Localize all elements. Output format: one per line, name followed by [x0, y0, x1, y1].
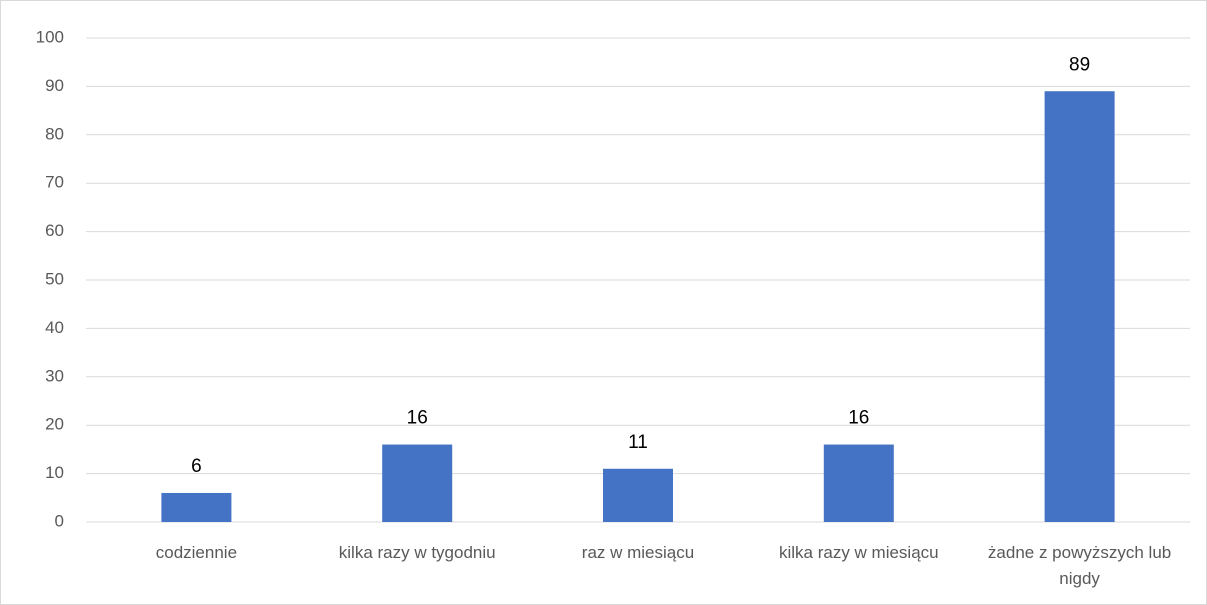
- data-label: 16: [407, 408, 428, 429]
- y-tick-label: 80: [45, 124, 64, 143]
- y-tick-label: 90: [45, 76, 64, 95]
- y-tick-label: 0: [55, 511, 64, 530]
- y-tick-label: 30: [45, 366, 64, 385]
- data-label: 89: [1069, 54, 1090, 75]
- x-tick-label: codziennie: [155, 543, 238, 562]
- data-label: 16: [848, 408, 869, 429]
- bar: [382, 444, 453, 522]
- y-tick-label: 70: [45, 173, 64, 192]
- y-tick-label: 50: [45, 269, 64, 288]
- data-label: 11: [628, 432, 648, 453]
- y-tick-label: 10: [45, 463, 64, 482]
- y-tick-label: 20: [45, 415, 64, 434]
- x-tick-label: żadne z powyższych lub nigdy: [987, 543, 1172, 588]
- data-label: 6: [191, 456, 202, 477]
- bar: [161, 492, 232, 522]
- x-tick-label: kilka razy w miesiącu: [778, 543, 939, 562]
- x-tick-label: raz w miesiącu: [581, 543, 695, 562]
- bar: [603, 468, 673, 522]
- bar: [1044, 91, 1115, 523]
- y-tick-label: 40: [45, 318, 64, 337]
- x-tick-label: kilka razy w tygodniu: [338, 543, 496, 562]
- bar: [823, 444, 894, 522]
- y-tick-label: 60: [45, 221, 64, 240]
- y-tick-label: 100: [36, 27, 64, 46]
